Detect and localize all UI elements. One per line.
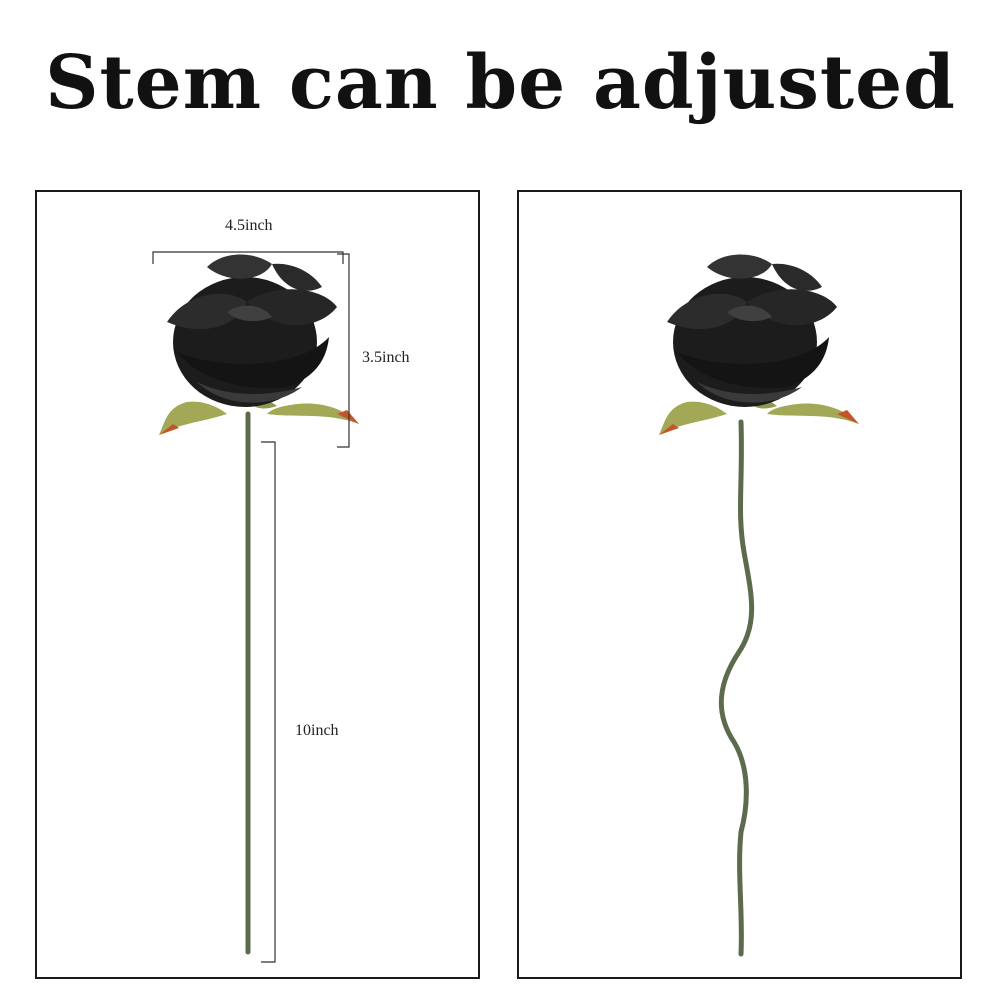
width-dimension-label: 4.5inch [225,217,273,234]
stem-length-dimension-label: 10inch [295,722,339,739]
head-height-dimension-label: 3.5inch [362,349,410,366]
bent-stem-panel [517,190,962,979]
page-title: Stem can be adjusted [45,40,956,126]
straight-stem-rose-image [152,251,359,963]
bent-stem-rose-image [659,254,859,957]
straight-stem-panel: 4.5inch 3.5inch 10inch [35,190,480,979]
